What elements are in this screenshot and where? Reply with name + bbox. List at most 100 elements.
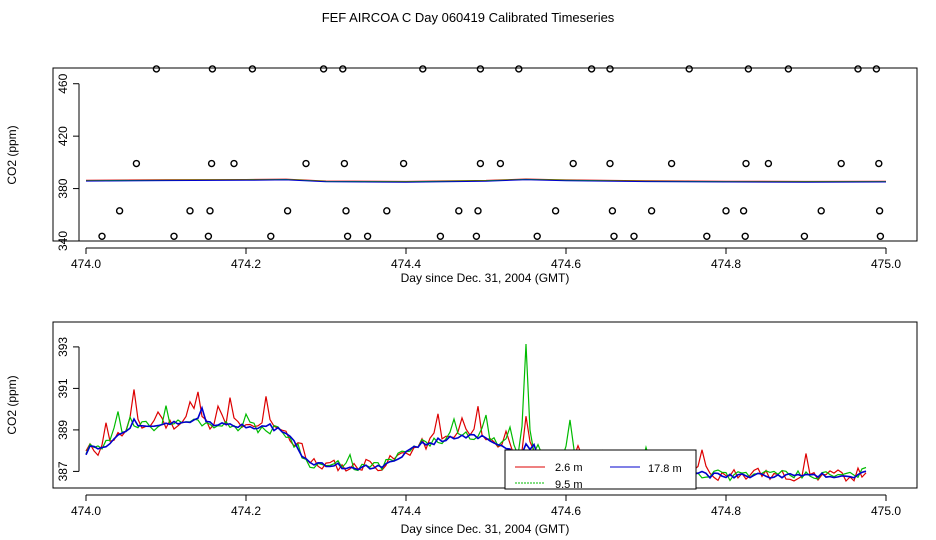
top-y-axis: 340 380 420 460	[56, 73, 80, 251]
legend-label-9-5m: 9.5 m	[555, 479, 583, 491]
top-scatter-point	[876, 232, 885, 240]
top-scatter-point	[170, 232, 178, 240]
top-scatter-point	[230, 159, 238, 168]
top-scatter-point	[610, 232, 618, 240]
top-scatter-point	[283, 207, 292, 215]
top-scatter-point	[115, 207, 124, 215]
bottom-y-tick-label: 393	[56, 337, 70, 357]
top-scatter-point	[784, 65, 793, 73]
top-scatter-point	[419, 65, 427, 73]
top-scatter-point	[319, 65, 328, 73]
top-scatter-point	[800, 232, 809, 240]
top-series-lines	[85, 178, 887, 183]
top-scatter-point	[630, 232, 638, 240]
bottom-x-tick-label: 474.4	[391, 504, 421, 518]
top-scatter-point	[343, 232, 352, 240]
top-scatter-point	[342, 207, 350, 215]
bottom-x-axis-label: Day since Dec. 31, 2004 (GMT)	[401, 522, 570, 536]
top-scatter-point	[248, 65, 257, 73]
top-scatter-point	[667, 159, 676, 168]
top-scatter-points	[98, 65, 885, 240]
bottom-y-axis: 387 389 391 393	[56, 337, 80, 481]
top-scatter-point	[436, 232, 445, 240]
top-scatter-point	[455, 207, 463, 215]
bottom-x-tick-label: 474.6	[551, 504, 581, 518]
top-x-tick-label: 474.0	[71, 257, 101, 271]
top-scatter-point	[647, 207, 656, 215]
top-scatter-point	[606, 159, 614, 168]
bottom-series-17-8-m	[85, 405, 867, 480]
top-panel: 474.0 474.2 474.4 474.6 474.8 475.0 340 380 420…	[5, 65, 918, 285]
top-plot-frame	[52, 67, 918, 242]
top-scatter-point	[363, 232, 372, 240]
top-scatter-point	[207, 159, 216, 168]
top-scatter-point	[476, 65, 485, 73]
top-scatter-point	[875, 207, 884, 215]
top-scatter-point	[685, 65, 693, 73]
top-scatter-point	[472, 232, 481, 240]
top-scatter-point	[608, 207, 617, 215]
top-y-tick-label: 380	[56, 178, 70, 198]
bottom-series-2-6-m	[85, 389, 867, 483]
top-x-tick-label: 474.4	[391, 257, 421, 271]
top-scatter-point	[742, 159, 750, 168]
bottom-panel: 474.0 474.2 474.4 474.6 474.8 475.0 387 389 391…	[5, 321, 918, 536]
bottom-x-tick-label: 474.8	[711, 504, 741, 518]
bottom-y-tick-label: 387	[56, 461, 70, 481]
top-scatter-point	[399, 159, 408, 168]
top-scatter-point	[817, 207, 825, 215]
top-y-tick-label: 340	[56, 231, 70, 251]
bottom-x-tick-label: 474.0	[71, 504, 101, 518]
top-scatter-point	[837, 159, 845, 168]
top-scatter-point	[132, 159, 141, 168]
top-scatter-point	[744, 65, 753, 73]
top-scatter-point	[739, 207, 748, 215]
bottom-y-axis-label: CO2 (ppm)	[5, 375, 19, 434]
top-scatter-point	[339, 65, 347, 73]
top-y-tick-label: 420	[56, 126, 70, 146]
top-scatter-point	[383, 207, 391, 215]
bottom-series-lines	[85, 343, 867, 483]
top-x-tick-label: 474.8	[711, 257, 741, 271]
top-scatter-point	[208, 65, 217, 73]
top-scatter-point	[872, 65, 881, 73]
top-scatter-point	[476, 159, 485, 168]
top-x-tick-label: 474.2	[231, 257, 261, 271]
top-x-tick-label: 474.6	[551, 257, 581, 271]
legend-label-17-8m: 17.8 m	[648, 463, 682, 475]
top-x-tick-label: 475.0	[871, 257, 901, 271]
top-scatter-point	[206, 207, 214, 215]
top-y-axis-label: CO2 (ppm)	[5, 125, 19, 184]
bottom-x-axis: 474.0 474.2 474.4 474.6 474.8 475.0	[71, 494, 901, 518]
top-scatter-point	[496, 159, 505, 168]
top-scatter-point	[569, 159, 577, 168]
top-scatter-point	[533, 232, 541, 240]
legend: 2.6 m 9.5 m 17.8 m	[504, 449, 697, 491]
top-scatter-point	[98, 232, 106, 240]
top-series-line	[85, 179, 887, 183]
top-x-axis: 474.0 474.2 474.4 474.6 474.8 475.0	[71, 247, 901, 271]
top-scatter-point	[722, 207, 730, 215]
top-scatter-point	[587, 65, 596, 73]
top-scatter-point	[152, 65, 161, 73]
top-scatter-point	[267, 232, 275, 240]
bottom-series-9-5-m	[85, 343, 867, 482]
top-scatter-point	[204, 232, 213, 240]
top-scatter-point	[606, 65, 614, 73]
top-scatter-point	[551, 207, 560, 215]
top-scatter-point	[186, 207, 194, 215]
top-y-tick-label: 460	[56, 73, 70, 93]
bottom-y-tick-label: 391	[56, 378, 70, 398]
legend-label-2-6m: 2.6 m	[555, 462, 583, 474]
top-scatter-point	[515, 65, 523, 73]
top-x-axis-label: Day since Dec. 31, 2004 (GMT)	[401, 271, 570, 285]
top-scatter-point	[302, 159, 310, 168]
bottom-x-tick-label: 475.0	[871, 504, 901, 518]
top-scatter-point	[875, 159, 883, 168]
top-scatter-point	[741, 232, 749, 240]
top-scatter-point	[854, 65, 862, 73]
top-scatter-point	[764, 159, 773, 168]
bottom-y-tick-label: 389	[56, 420, 70, 440]
top-scatter-point	[703, 232, 711, 240]
